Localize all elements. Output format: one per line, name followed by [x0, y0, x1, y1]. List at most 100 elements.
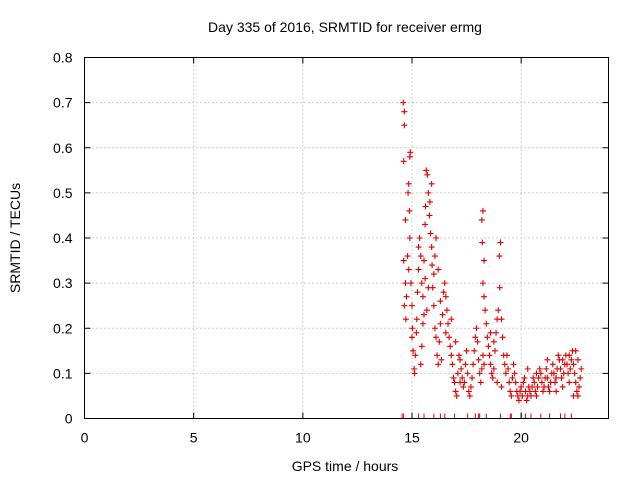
data-point [434, 352, 441, 359]
data-point [448, 352, 455, 359]
data-point [437, 298, 444, 305]
data-point [400, 257, 407, 264]
data-point [451, 379, 458, 386]
data-point [574, 356, 581, 363]
y-tick-label: 0.5 [53, 185, 73, 201]
data-point [429, 262, 436, 269]
data-point [479, 207, 486, 214]
data-point [401, 302, 408, 309]
data-point [501, 361, 508, 368]
data-point [441, 280, 448, 287]
data-point [401, 122, 408, 129]
data-point [512, 379, 519, 386]
data-point [430, 271, 437, 278]
chart-title: Day 335 of 2016, SRMTID for receiver erm… [208, 19, 482, 35]
data-point [426, 212, 433, 219]
plot-frame [84, 57, 609, 419]
data-point [422, 221, 429, 228]
data-point [416, 235, 423, 241]
data-point [572, 347, 579, 354]
data-point [550, 370, 557, 377]
data-point [496, 284, 503, 291]
data-point [570, 392, 577, 399]
data-point [479, 280, 486, 287]
data-point [508, 392, 515, 399]
data-point [511, 370, 518, 377]
data-point [423, 167, 430, 174]
y-tick-label: 0.6 [53, 140, 73, 156]
data-point [402, 216, 409, 223]
data-point [406, 235, 413, 241]
data-point [436, 338, 443, 345]
data-point [507, 388, 514, 395]
y-tick-label: 0.4 [53, 230, 73, 246]
data-point [445, 320, 452, 327]
data-point [412, 352, 419, 359]
data-point [419, 320, 426, 327]
data-point [567, 365, 574, 372]
data-point [564, 361, 571, 368]
data-point [533, 370, 540, 377]
data-point [482, 307, 489, 314]
data-point [478, 365, 485, 372]
data-point [566, 379, 573, 386]
data-point [442, 293, 449, 300]
data-point [472, 334, 479, 341]
data-point [490, 338, 497, 345]
data-point [457, 379, 464, 386]
data-point [476, 370, 483, 377]
y-tick-label: 0.3 [53, 275, 73, 291]
data-point [505, 365, 512, 372]
data-point [433, 334, 440, 341]
data-point [475, 356, 482, 363]
data-point [536, 365, 543, 372]
y-tick-label: 0 [65, 411, 73, 427]
data-point [535, 374, 542, 381]
data-point [455, 352, 462, 359]
y-tick-label: 0.7 [53, 95, 73, 111]
x-tick-label: 15 [404, 430, 420, 446]
data-point [487, 361, 494, 368]
data-point [524, 365, 531, 372]
data-point [577, 374, 584, 381]
data-point [435, 266, 442, 273]
data-point [509, 374, 516, 381]
data-point [494, 379, 501, 386]
data-point [467, 383, 474, 390]
data-point [462, 361, 469, 368]
data-point [449, 361, 456, 368]
data-point [442, 329, 449, 336]
data-point [573, 388, 580, 395]
data-point [417, 253, 424, 260]
data-point [530, 374, 537, 381]
data-point [506, 379, 513, 386]
data-point [417, 361, 424, 368]
data-point [464, 370, 471, 377]
data-point [421, 257, 428, 264]
data-point [473, 325, 480, 332]
data-point [566, 352, 573, 359]
data-point [553, 388, 560, 395]
data-point [503, 352, 510, 359]
data-point [428, 244, 435, 251]
data-point [526, 388, 533, 395]
data-point [538, 379, 545, 386]
data-point [518, 383, 525, 390]
data-point [479, 352, 486, 359]
data-point [424, 171, 431, 178]
data-point [415, 266, 422, 273]
data-point [553, 374, 560, 381]
data-point [578, 365, 585, 372]
data-point [471, 347, 478, 354]
data-point [502, 370, 509, 377]
y-tick-labels: 0 0.1 0.2 0.3 0.4 0.5 0.6 0.7 0.8 [53, 50, 73, 427]
data-point [465, 388, 472, 395]
data-point [499, 334, 506, 341]
data-point [437, 320, 444, 327]
data-point [418, 343, 425, 350]
data-point [557, 365, 564, 372]
data-point [487, 329, 494, 336]
data-point [517, 388, 524, 395]
data-point [450, 374, 457, 381]
data-point [572, 379, 579, 386]
